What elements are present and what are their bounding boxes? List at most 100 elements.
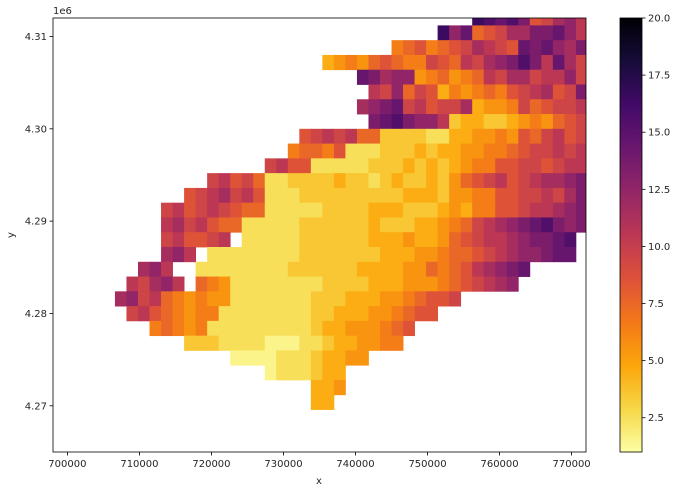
heatmap-cell xyxy=(322,291,335,307)
heatmap-cell xyxy=(184,232,197,248)
heatmap-cell xyxy=(241,291,254,307)
heatmap-cell xyxy=(391,247,404,263)
y-tick-label: 4.27 xyxy=(25,401,47,412)
heatmap-cell xyxy=(391,232,404,248)
heatmap-cell xyxy=(599,114,611,129)
heatmap-cells xyxy=(114,18,657,410)
heatmap-cell xyxy=(645,25,657,40)
heatmap-cell xyxy=(460,40,473,56)
heatmap-cell xyxy=(426,247,439,263)
heatmap-cell xyxy=(437,54,450,71)
heatmap-cell xyxy=(449,143,462,159)
heatmap-cell xyxy=(541,173,554,189)
heatmap-cell xyxy=(645,40,657,55)
heatmap-cell xyxy=(230,320,243,337)
heatmap-cell xyxy=(333,143,346,159)
heatmap-cell xyxy=(356,217,369,233)
heatmap-cell xyxy=(356,335,369,351)
heatmap-cell xyxy=(541,99,554,115)
heatmap-cell xyxy=(426,54,439,71)
heatmap-cell xyxy=(575,217,586,233)
heatmap-cell xyxy=(426,40,439,56)
heatmap-cell xyxy=(564,217,577,233)
heatmap-cell xyxy=(126,306,139,322)
colorbar-tick-label: 20.0 xyxy=(648,14,670,25)
heatmap-cell xyxy=(380,128,392,144)
heatmap-cell xyxy=(426,143,439,159)
heatmap-cell xyxy=(230,202,243,218)
heatmap-cell xyxy=(449,261,462,277)
colorbar-tick-label: 15.0 xyxy=(648,128,670,139)
heatmap-cell xyxy=(483,217,496,233)
heatmap-cell xyxy=(345,247,358,263)
heatmap-cell xyxy=(472,114,485,130)
heatmap-cell xyxy=(552,247,565,263)
heatmap-cell xyxy=(529,143,542,159)
heatmap-cell xyxy=(230,217,243,233)
heatmap-cell xyxy=(495,99,508,115)
heatmap-cell xyxy=(426,114,439,130)
heatmap-cell xyxy=(253,202,266,218)
heatmap-cell xyxy=(322,394,335,410)
heatmap-cell xyxy=(287,261,300,277)
heatmap-cell xyxy=(345,320,358,337)
heatmap-cell xyxy=(299,320,312,337)
heatmap-cell xyxy=(460,232,473,248)
heatmap-cell xyxy=(483,173,496,189)
heatmap-cell xyxy=(356,261,369,277)
heatmap-cell xyxy=(391,335,404,351)
heatmap-cell xyxy=(322,335,335,351)
heatmap-cell xyxy=(414,291,427,307)
heatmap-cell xyxy=(356,306,369,322)
heatmap-cell xyxy=(391,128,404,144)
heatmap-cell xyxy=(368,143,381,159)
heatmap-cell xyxy=(287,232,300,248)
heatmap-cell xyxy=(552,69,565,85)
heatmap-cell xyxy=(449,99,462,115)
heatmap-cell xyxy=(483,143,496,159)
heatmap-cell xyxy=(426,158,439,174)
heatmap-cell xyxy=(529,158,542,174)
heatmap-cell xyxy=(460,202,473,218)
heatmap-cell xyxy=(437,276,450,292)
heatmap-cell xyxy=(299,128,312,144)
heatmap-cell xyxy=(172,306,185,322)
heatmap-cell xyxy=(483,69,496,85)
heatmap-cell xyxy=(345,335,358,351)
heatmap-cell xyxy=(276,217,289,233)
heatmap-cell xyxy=(391,54,404,71)
heatmap-cell xyxy=(333,158,346,174)
heatmap-cell xyxy=(483,18,496,26)
heatmap-cell xyxy=(380,143,392,159)
heatmap-cell xyxy=(241,320,254,337)
heatmap-cell xyxy=(529,114,542,130)
heatmap-cell xyxy=(437,143,450,159)
heatmap-cell xyxy=(518,261,531,277)
heatmap-cell xyxy=(356,276,369,292)
heatmap-cell xyxy=(460,217,473,233)
heatmap-cell xyxy=(564,25,577,41)
heatmap-cell xyxy=(529,69,542,85)
heatmap-cell xyxy=(403,306,415,322)
colorbar-ticks: 2.5 5.0 7.5 10.0 12.5 15.0 17.5 20.0 xyxy=(642,14,670,424)
heatmap-cell xyxy=(552,25,565,41)
heatmap-cell xyxy=(310,202,323,218)
heatmap-cell xyxy=(380,173,392,189)
heatmap-cell xyxy=(391,69,404,85)
heatmap-cell xyxy=(287,276,300,292)
heatmap-cell xyxy=(599,99,611,114)
x-tick-label: 720000 xyxy=(192,459,230,470)
heatmap-cell xyxy=(541,187,554,204)
heatmap-cell xyxy=(483,276,496,292)
heatmap-cell xyxy=(529,40,542,56)
heatmap-cell xyxy=(345,158,358,174)
heatmap-cell xyxy=(287,187,300,204)
heatmap-cell xyxy=(552,232,565,248)
heatmap-cell xyxy=(299,217,312,233)
heatmap-cell xyxy=(645,144,657,159)
heatmap-cell xyxy=(264,291,277,307)
heatmap-cell xyxy=(460,54,473,71)
heatmap-cell xyxy=(599,173,611,188)
heatmap-cell xyxy=(414,114,427,130)
heatmap-cell xyxy=(391,217,404,233)
